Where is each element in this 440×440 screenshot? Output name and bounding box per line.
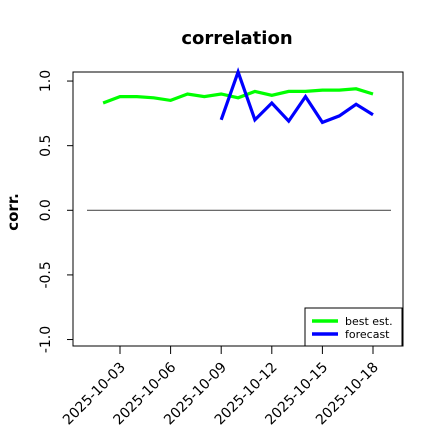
y-tick-label: 1.0: [38, 70, 54, 92]
y-tick-label: -0.5: [38, 261, 54, 288]
legend-box: [304, 307, 403, 347]
y-axis-label: corr.: [4, 193, 22, 231]
chart-title: correlation: [181, 28, 292, 49]
plot-area: [72, 71, 404, 347]
series-line-best-est: [102, 87, 374, 105]
y-tick-label: -1.0: [38, 326, 54, 353]
y-tick-label: 0.5: [38, 135, 54, 157]
y-tick-label: 0.0: [38, 199, 54, 221]
series-line-forecast: [219, 67, 374, 125]
legend-label: best est.: [345, 315, 393, 328]
legend-label: forecast: [345, 328, 390, 341]
